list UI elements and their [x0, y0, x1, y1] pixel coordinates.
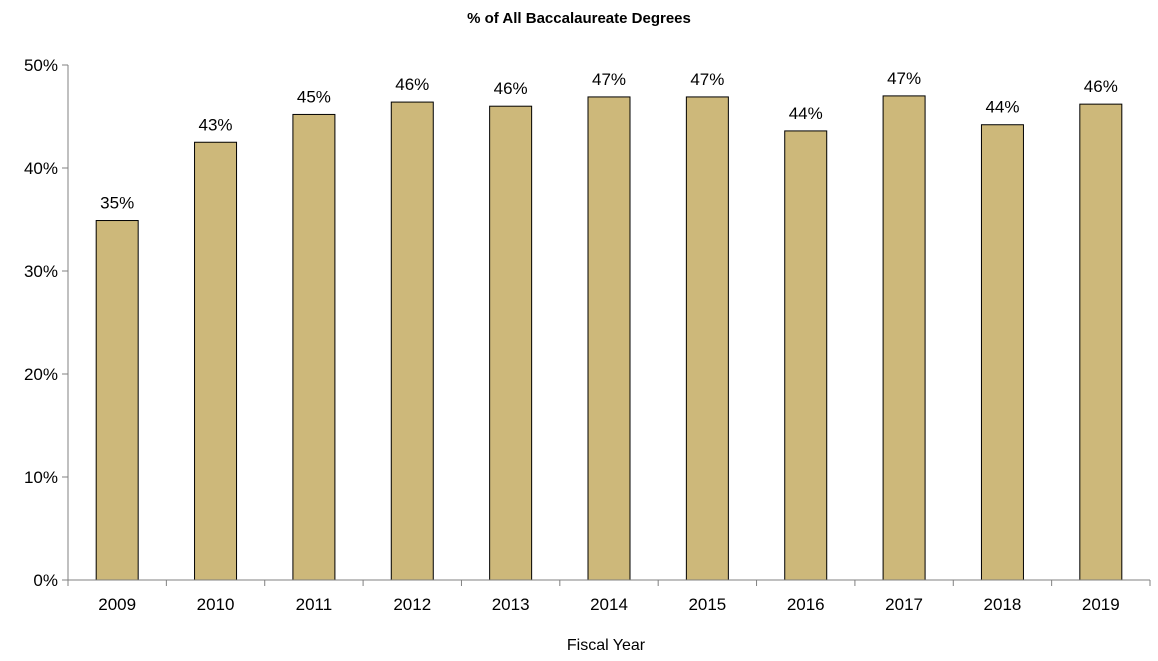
x-tick-label: 2009	[98, 595, 136, 614]
data-labels-layer: 35% 43% 45% 46% 46% 47% 47% 44% 47% 44% 46%	[100, 69, 1118, 213]
x-tick-label: 2011	[296, 595, 333, 614]
data-label-2012: 46%	[395, 75, 429, 94]
bar-2015	[685, 96, 729, 581]
x-axis: 2009 2010 2011 2012 2013 2014 2015 2016 2017 2018…	[67, 579, 1151, 614]
x-tick-label: 2012	[393, 595, 431, 614]
bar-2016	[784, 130, 828, 581]
bar-2009	[95, 220, 139, 581]
x-tick-label: 2019	[1082, 595, 1120, 614]
data-label-2016: 44%	[789, 104, 823, 123]
data-label-2018: 44%	[985, 98, 1019, 117]
y-tick-label: 0%	[33, 571, 58, 590]
x-tick-label: 2016	[787, 595, 825, 614]
data-label-2014: 47%	[592, 70, 626, 89]
x-tick-label: 2013	[492, 595, 530, 614]
data-label-2009: 35%	[100, 194, 134, 213]
x-tick-label: 2017	[885, 595, 923, 614]
y-tick-label: 20%	[24, 365, 58, 384]
data-label-2015: 47%	[690, 70, 724, 89]
bar-2012	[390, 101, 434, 581]
x-axis-title: Fiscal Year	[567, 637, 646, 654]
y-tick-label: 40%	[24, 159, 58, 178]
bar-2019	[1079, 103, 1123, 581]
y-tick-label: 10%	[24, 468, 58, 487]
bar-2011	[292, 113, 336, 581]
x-tick-label: 2018	[984, 595, 1022, 614]
data-label-2013: 46%	[494, 79, 528, 98]
data-label-2017: 47%	[887, 69, 921, 88]
y-tick-label: 50%	[24, 56, 58, 75]
data-label-2010: 43%	[199, 115, 233, 134]
chart-title: % of All Baccalaureate Degrees	[467, 10, 691, 27]
bar-2018	[980, 124, 1024, 581]
bar-2010	[194, 141, 238, 581]
y-axis: 0% 10% 20% 30% 40% 50%	[24, 56, 69, 590]
x-tick-label: 2014	[590, 595, 628, 614]
x-tick-label: 2015	[688, 595, 726, 614]
bar-2013	[489, 105, 533, 581]
data-label-2019: 46%	[1084, 77, 1118, 96]
data-label-2011: 45%	[297, 87, 331, 106]
bar-2017	[882, 95, 926, 581]
bar-2014	[587, 96, 631, 581]
x-tick-label: 2010	[197, 595, 235, 614]
y-tick-label: 30%	[24, 262, 58, 281]
bars-layer	[95, 95, 1123, 581]
